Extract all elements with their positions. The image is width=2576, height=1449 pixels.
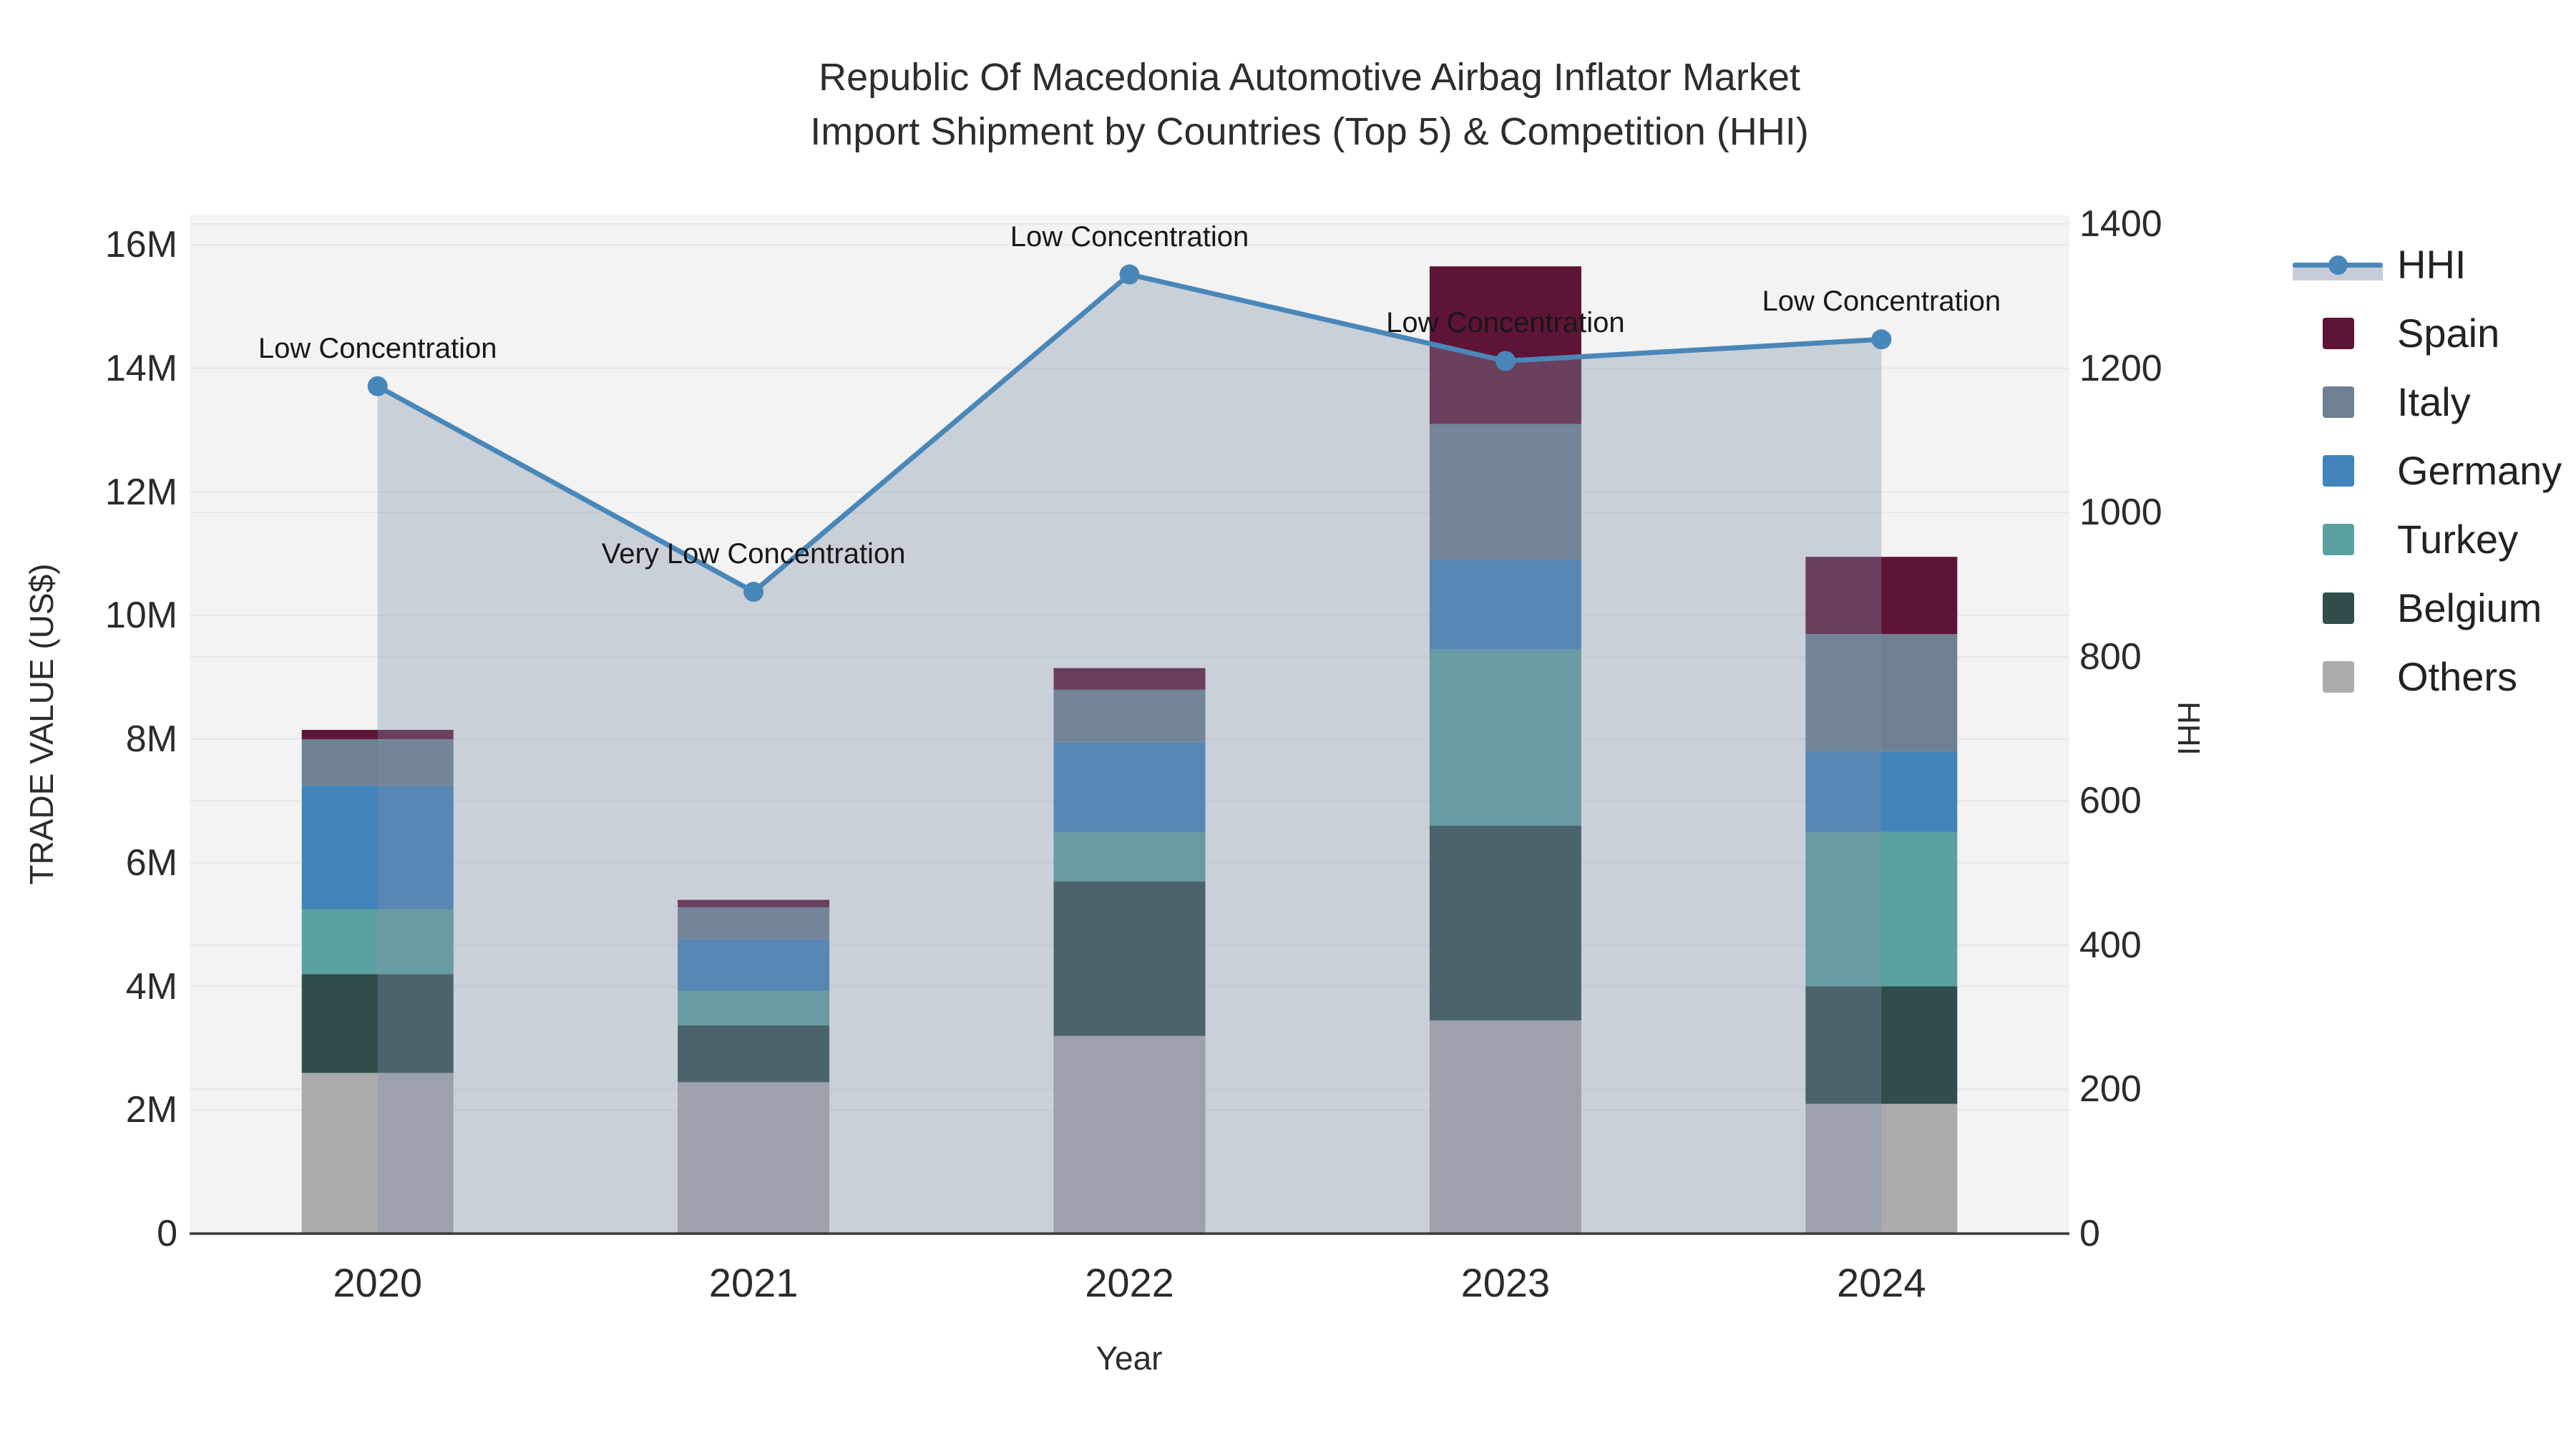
hhi-marker-2020[interactable] [367, 376, 388, 396]
legend-label-belgium: Belgium [2397, 585, 2542, 630]
y-right-tick-1200: 1200 [2079, 347, 2162, 389]
bar-segment-2021-spain[interactable] [678, 899, 830, 907]
legend-swatch-icon [2288, 381, 2387, 424]
y-right-tick-200: 200 [2079, 1068, 2142, 1111]
bar-segment-2020-others[interactable] [301, 1073, 454, 1234]
x-axis-title: Year [1096, 1340, 1163, 1377]
bar-segment-2024-italy[interactable] [1805, 634, 1958, 752]
x-tick-2021: 2021 [708, 1260, 799, 1305]
y-left-tick-16M: 16M [104, 224, 177, 265]
legend-item-turkey[interactable]: Turkey [2288, 505, 2562, 574]
bar-segment-2021-others[interactable] [678, 1082, 830, 1234]
y-left-tick-12M: 12M [104, 471, 177, 513]
bar-segment-2022-belgium[interactable] [1053, 881, 1206, 1036]
hhi-annotation-2021: Very Low Concentration [601, 538, 906, 570]
y-left-tick-0: 0 [157, 1213, 177, 1254]
bar-segment-2024-spain[interactable] [1805, 557, 1958, 635]
hhi-line-legend-icon [2288, 243, 2387, 286]
legend-label-others: Others [2397, 654, 2518, 699]
legend-label-spain: Spain [2397, 311, 2500, 356]
y-right-tick-600: 600 [2079, 780, 2142, 822]
bar-segment-2021-germany[interactable] [678, 939, 830, 991]
legend-swatch-icon [2288, 312, 2387, 355]
bar-segment-2022-others[interactable] [1053, 1035, 1206, 1234]
y-right-tick-1000: 1000 [2079, 492, 2162, 534]
y-left-tick-8M: 8M [125, 718, 177, 760]
bar-segment-2021-belgium[interactable] [678, 1025, 830, 1083]
bar-segment-2023-germany[interactable] [1429, 560, 1581, 650]
hhi-annotation-2023: Low Concentration [1386, 307, 1625, 339]
legend-swatch-icon [2288, 449, 2387, 492]
y-axis-right-title: HHI [2171, 701, 2206, 756]
y-left-tick-2M: 2M [125, 1089, 177, 1131]
legend-item-others[interactable]: Others [2288, 643, 2562, 711]
legend-label-germany: Germany [2397, 448, 2562, 493]
bar-segment-2023-others[interactable] [1429, 1020, 1581, 1234]
bar-segment-2022-italy[interactable] [1053, 689, 1206, 743]
hhi-area-fill [377, 274, 1882, 1234]
bar-segment-2022-spain[interactable] [1053, 668, 1206, 690]
bar-segment-2020-italy[interactable] [301, 739, 454, 786]
x-tick-2020: 2020 [333, 1260, 422, 1305]
bar-segment-2023-turkey[interactable] [1429, 649, 1581, 826]
swatch-germany-icon [2323, 455, 2354, 487]
bar-segment-2020-belgium[interactable] [301, 974, 454, 1073]
y-right-tick-0: 0 [2079, 1213, 2100, 1254]
bar-segment-2024-others[interactable] [1805, 1103, 1958, 1234]
bar-segment-2020-turkey[interactable] [301, 909, 454, 975]
bar-segment-2023-italy[interactable] [1429, 424, 1581, 560]
y-right-tick-400: 400 [2079, 924, 2142, 966]
legend-label-hhi: HHI [2397, 242, 2467, 287]
legend: HHI Spain Italy Germany Turkey Belgium Others [2288, 230, 2562, 711]
swatch-spain-icon [2323, 318, 2354, 349]
hhi-annotation-2020: Low Concentration [258, 332, 497, 364]
swatch-belgium-icon [2323, 592, 2354, 624]
x-tick-2023: 2023 [1460, 1260, 1551, 1305]
bar-segment-2021-turkey[interactable] [678, 990, 830, 1025]
bar-segment-2022-germany[interactable] [1053, 742, 1206, 832]
x-tick-2022: 2022 [1085, 1260, 1174, 1305]
hhi-annotation-2022: Low Concentration [1010, 220, 1249, 253]
hhi-annotation-2024: Low Concentration [1762, 286, 2001, 318]
chart-title-line1: Republic Of Macedonia Automotive Airbag … [819, 56, 1800, 99]
y-left-tick-6M: 6M [125, 841, 177, 884]
legend-swatch-icon [2288, 587, 2387, 630]
bar-segment-2023-spain[interactable] [1429, 266, 1581, 424]
legend-label-italy: Italy [2397, 379, 2471, 424]
bar-segment-2024-germany[interactable] [1805, 751, 1958, 832]
hhi-marker-2023[interactable] [1495, 351, 1516, 371]
y-left-tick-4M: 4M [125, 965, 177, 1008]
hhi-dot-icon [2328, 255, 2348, 275]
chart-title-line2: Import Shipment by Countries (Top 5) & C… [810, 110, 1809, 153]
y-left-tick-10M: 10M [104, 595, 177, 637]
y-right-tick-800: 800 [2079, 635, 2142, 678]
bar-segment-2021-italy[interactable] [678, 907, 830, 940]
legend-swatch-icon [2288, 655, 2387, 698]
y-left-tick-14M: 14M [104, 347, 177, 389]
legend-item-germany[interactable]: Germany [2288, 436, 2562, 505]
hhi-marker-2022[interactable] [1119, 264, 1140, 285]
bar-segment-2023-belgium[interactable] [1429, 825, 1581, 1021]
hhi-marker-2021[interactable] [743, 582, 764, 602]
legend-item-italy[interactable]: Italy [2288, 368, 2562, 436]
legend-label-turkey: Turkey [2397, 517, 2519, 562]
y-right-tick-1400: 1400 [2079, 203, 2162, 245]
chart-title: Republic Of Macedonia Automotive Airbag … [810, 50, 1809, 159]
legend-item-belgium[interactable]: Belgium [2288, 574, 2562, 643]
legend-item-hhi[interactable]: HHI [2288, 230, 2562, 299]
bar-segment-2024-turkey[interactable] [1805, 831, 1958, 987]
bar-segment-2024-belgium[interactable] [1805, 986, 1958, 1104]
x-tick-2024: 2024 [1837, 1260, 1926, 1305]
swatch-italy-icon [2323, 386, 2354, 418]
bar-segment-2020-spain[interactable] [301, 730, 454, 739]
bar-segment-2020-germany[interactable] [301, 785, 454, 909]
hhi-marker-2024[interactable] [1871, 329, 1892, 350]
bar-segment-2022-turkey[interactable] [1053, 831, 1206, 882]
swatch-turkey-icon [2323, 524, 2354, 555]
legend-item-spain[interactable]: Spain [2288, 299, 2562, 368]
swatch-others-icon [2323, 661, 2354, 693]
legend-swatch-icon [2288, 518, 2387, 561]
